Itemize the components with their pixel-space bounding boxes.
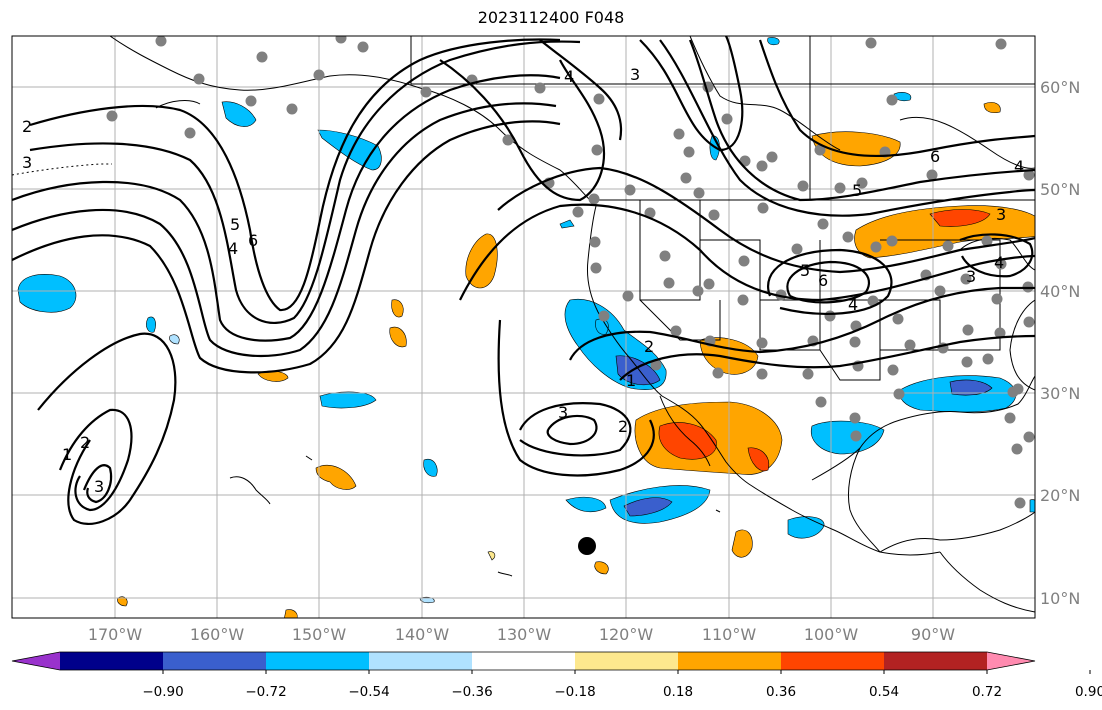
contour-label-4-east: 4	[994, 253, 1004, 272]
lon-label: 150°W	[292, 625, 347, 644]
colorbar-tick-label: 0.90	[1075, 684, 1102, 700]
contour-labels: 2 3 5 6 4 1 2 3 3 4 2 1 3 2 6 5 4 5 6 4 …	[22, 65, 1024, 496]
contour-label-1-sw: 1	[62, 445, 72, 464]
anomaly-shading	[17, 37, 1035, 618]
colorbar-extend-min	[12, 652, 60, 670]
colorbar-segment	[266, 652, 370, 670]
colorbar-segment	[884, 652, 988, 670]
colorbar-segment	[369, 652, 473, 670]
lon-label: 110°W	[702, 625, 757, 644]
station-markers	[106, 36, 1035, 509]
contour-label-3-sw: 3	[94, 477, 104, 496]
lat-label: 30°N	[1040, 384, 1080, 403]
colorbar-extend-max	[987, 652, 1035, 670]
colorbar-tick-label: −0.90	[142, 684, 183, 700]
lat-label: 10°N	[1040, 589, 1080, 608]
contour-label-5-ne: 5	[852, 181, 862, 200]
colorbar-tick-label: −0.72	[245, 684, 286, 700]
lon-label: 160°W	[190, 625, 245, 644]
lon-label: 170°W	[88, 625, 143, 644]
colorbar-segment	[781, 652, 885, 670]
colorbar-tick-label: 0.72	[972, 684, 1002, 700]
contour-label-2-coast: 2	[644, 337, 654, 356]
contour-label-4: 4	[228, 239, 238, 258]
contour-label-3-west: 3	[22, 153, 32, 172]
colorbar-segment	[472, 652, 576, 670]
colorbar-segment	[163, 652, 267, 670]
colorbar-segment	[678, 652, 782, 670]
lat-label: 20°N	[1040, 486, 1080, 505]
map-frame	[11, 35, 1036, 619]
lat-label: 50°N	[1040, 180, 1080, 199]
contour-label-6-center: 6	[818, 271, 828, 290]
lat-axis-labels: 60°N 50°N 40°N 30°N 20°N 10°N	[1040, 78, 1080, 608]
colorbar: −0.90 −0.72 −0.54 −0.36 −0.18 0.18 0.36 0.54 0.7…	[11, 651, 1102, 700]
lon-label: 100°W	[804, 625, 859, 644]
lon-axis-labels: 170°W 160°W 150°W 140°W 130°W 120°W 110°…	[88, 625, 955, 644]
colorbar-segment	[575, 652, 679, 670]
contour-label-2-west: 2	[22, 117, 32, 136]
contour-label-2-sw: 2	[80, 433, 90, 452]
lon-label: 130°W	[497, 625, 552, 644]
colorbar-tick-label: 0.18	[663, 684, 693, 700]
contour-label-3-east-low: 3	[966, 267, 976, 286]
lat-label: 40°N	[1040, 282, 1080, 301]
colorbar-tick-label: −0.54	[348, 684, 389, 700]
lon-label: 140°W	[395, 625, 450, 644]
chart-title: 2023112400 F048	[477, 8, 625, 27]
lat-label: 60°N	[1040, 78, 1080, 97]
contour-label-3-east: 3	[996, 205, 1006, 224]
contour-label-5-center: 5	[800, 261, 810, 280]
storm-marker	[578, 537, 596, 555]
colorbar-tick-label: −0.18	[554, 684, 595, 700]
contour-label-3-north: 3	[630, 65, 640, 84]
graticule	[12, 36, 1035, 618]
contour-label-1-coast: 1	[626, 371, 636, 390]
colorbar-tick-label: −0.36	[451, 684, 492, 700]
lon-label: 120°W	[599, 625, 654, 644]
contour-label-4-ne: 4	[1014, 157, 1024, 176]
contour-label-3-low: 3	[558, 403, 568, 422]
colorbar-outline	[11, 651, 1036, 671]
colorbar-tick-label: 0.54	[869, 684, 899, 700]
contour-lines	[12, 36, 1035, 525]
contour-label-6-ne: 6	[930, 147, 940, 166]
colorbar-tick-label: 0.36	[766, 684, 796, 700]
contour-label-5: 5	[230, 215, 240, 234]
contour-label-6: 6	[248, 231, 258, 250]
lon-label: 90°W	[911, 625, 955, 644]
contour-label-4-north: 4	[564, 67, 574, 86]
contour-label-4-center: 4	[848, 295, 858, 314]
colorbar-segment	[60, 652, 164, 670]
contour-label-2-low: 2	[618, 417, 628, 436]
